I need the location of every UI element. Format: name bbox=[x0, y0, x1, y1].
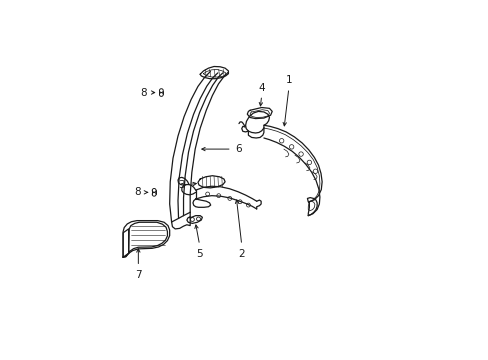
Text: 1: 1 bbox=[285, 75, 292, 85]
Text: 7: 7 bbox=[135, 270, 142, 280]
Text: 6: 6 bbox=[235, 144, 241, 154]
Text: 2: 2 bbox=[238, 249, 244, 259]
Text: 8: 8 bbox=[140, 87, 146, 98]
Text: 5: 5 bbox=[196, 249, 203, 259]
Text: 8: 8 bbox=[134, 187, 141, 197]
Text: 3: 3 bbox=[178, 180, 185, 190]
Text: 4: 4 bbox=[258, 82, 264, 93]
